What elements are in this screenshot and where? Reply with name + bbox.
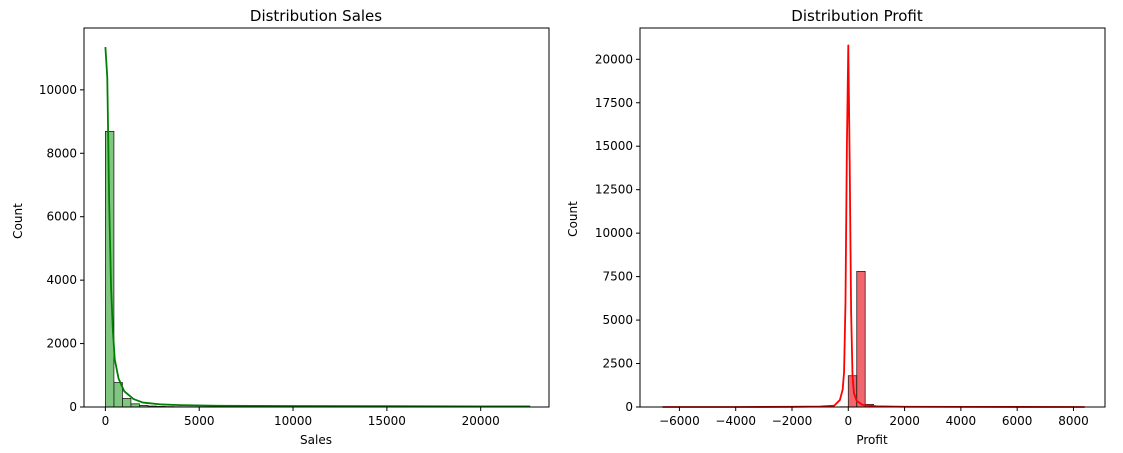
- y-tick-label: 8000: [46, 146, 77, 160]
- y-tick-label: 4000: [46, 273, 77, 287]
- y-tick-label: 6000: [46, 210, 77, 224]
- y-tick-label: 2500: [602, 357, 633, 371]
- x-tick-label: 10000: [274, 414, 312, 428]
- y-tick-label: 12500: [595, 183, 633, 197]
- x-axis-label: Sales: [300, 433, 332, 447]
- x-tick-label: 0: [844, 414, 852, 428]
- x-tick-label: 2000: [889, 414, 920, 428]
- x-ticks: −6000 −4000 −2000 0 2000 4000 6000 8000: [659, 407, 1089, 428]
- kde-curve-group: [104, 46, 531, 408]
- x-axis-label: Profit: [856, 433, 888, 447]
- x-tick-label: 6000: [1002, 414, 1033, 428]
- histogram-bar: [122, 398, 132, 408]
- x-tick-label: −2000: [772, 414, 813, 428]
- sales-chart: Distribution Sales 0 2000 4000 6000 8000 1000…: [11, 7, 550, 447]
- histogram-bar: [105, 130, 115, 408]
- y-tick-label: 10000: [39, 83, 77, 97]
- y-tick-label: 10000: [595, 226, 633, 240]
- x-ticks: 0 5000 10000 15000 20000: [102, 407, 500, 428]
- chart-title: Distribution Sales: [250, 7, 382, 25]
- x-tick-label: 15000: [368, 414, 406, 428]
- plot-frame: [639, 27, 1106, 408]
- profit-chart: Distribution Profit 0 2500 5000 7500 10000 12…: [566, 7, 1106, 447]
- x-tick-label: 4000: [946, 414, 977, 428]
- kde-curve-group: [662, 44, 1085, 408]
- y-tick-label: 5000: [602, 313, 633, 327]
- y-tick-label: 17500: [595, 96, 633, 110]
- y-tick-label: 0: [625, 400, 633, 414]
- x-tick-label: 0: [102, 414, 110, 428]
- x-tick-label: −6000: [659, 414, 700, 428]
- x-tick-label: −4000: [715, 414, 756, 428]
- chart-title: Distribution Profit: [791, 7, 923, 25]
- y-ticks: 0 2500 5000 7500 10000 12500 15000 17500 20000: [595, 52, 640, 414]
- y-ticks: 0 2000 4000 6000 8000 10000: [39, 83, 84, 414]
- y-axis-label: Count: [566, 201, 580, 237]
- y-tick-label: 2000: [46, 337, 77, 351]
- y-tick-label: 7500: [602, 270, 633, 284]
- x-tick-label: 5000: [184, 414, 215, 428]
- x-tick-label: 8000: [1058, 414, 1089, 428]
- y-tick-label: 15000: [595, 139, 633, 153]
- y-tick-label: 0: [69, 400, 77, 414]
- kde-curve: [104, 46, 531, 408]
- histogram-bar: [856, 270, 866, 408]
- y-axis-label: Count: [11, 203, 25, 239]
- y-tick-label: 20000: [595, 52, 633, 66]
- x-tick-label: 20000: [462, 414, 500, 428]
- kde-curve: [662, 44, 1085, 408]
- plot-frame: [83, 27, 550, 408]
